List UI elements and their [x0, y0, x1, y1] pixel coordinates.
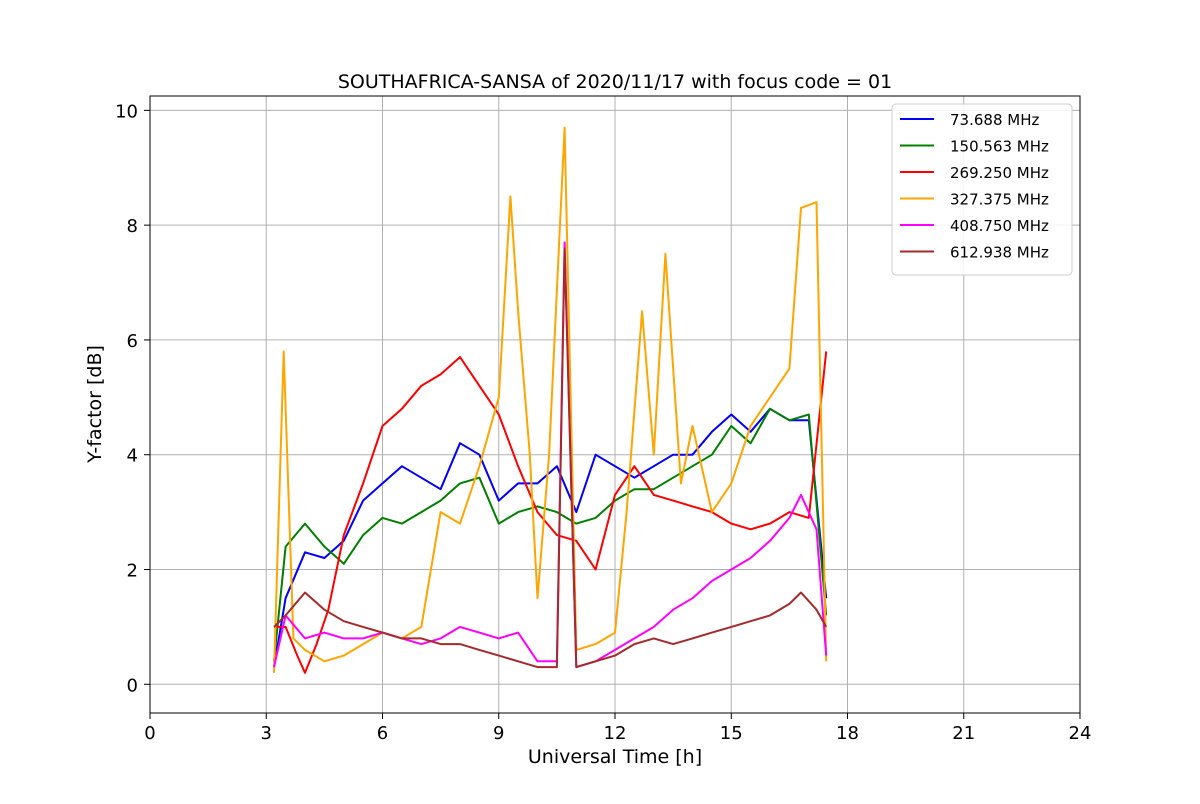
chart-title: SOUTHAFRICA-SANSA of 2020/11/17 with foc…	[338, 71, 892, 93]
x-tick-label: 3	[261, 723, 272, 744]
series-line-3	[273, 126, 828, 673]
series-line-5	[273, 247, 828, 669]
y-tick-label: 0	[127, 675, 138, 696]
legend-label: 269.250 MHz	[950, 164, 1049, 182]
y-tick-label: 8	[127, 216, 138, 237]
x-tick-label: 15	[720, 723, 743, 744]
legend-label: 408.750 MHz	[950, 217, 1049, 235]
series-line-2	[274, 351, 828, 674]
x-tick-label: 21	[952, 723, 975, 744]
legend: 73.688 MHz 150.563 MHz 269.250 MHz 327.375 …	[891, 103, 1073, 276]
x-tick-label: 12	[604, 723, 627, 744]
legend-label: 150.563 MHz	[950, 138, 1049, 156]
x-axis-title: Universal Time [h]	[528, 746, 702, 768]
y-tick-label: 6	[127, 331, 138, 352]
legend-label: 327.375 MHz	[950, 191, 1049, 209]
legend-box	[891, 103, 1073, 276]
y-tick-label: 2	[127, 561, 138, 582]
series-lines	[273, 126, 828, 674]
series-line-1	[273, 407, 828, 662]
legend-label: 73.688 MHz	[950, 111, 1039, 129]
y-tick-label: 10	[115, 101, 138, 122]
x-tick-label: 24	[1069, 723, 1092, 744]
x-tick-label: 0	[144, 723, 155, 744]
y-tick-label: 4	[127, 446, 138, 467]
x-tick-label: 18	[836, 723, 859, 744]
x-tick-label: 9	[493, 723, 504, 744]
y-axis-title: Y-factor [dB]	[84, 345, 106, 464]
legend-label: 612.938 MHz	[950, 244, 1049, 262]
x-tick-label: 6	[377, 723, 388, 744]
